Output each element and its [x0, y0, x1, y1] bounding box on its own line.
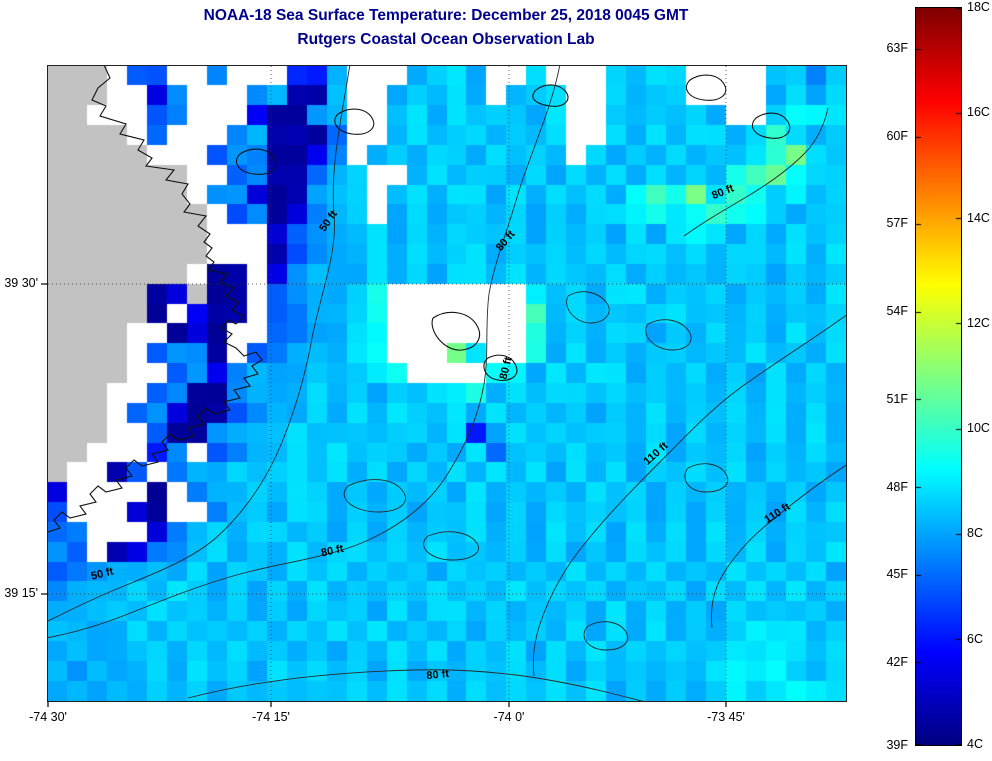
- colorbar-f-label: 51F: [886, 391, 908, 406]
- colorbar-f-label: 57F: [886, 216, 908, 231]
- colorbar-gradient: [916, 8, 961, 745]
- x-tick-label: -73 45': [707, 710, 745, 724]
- colorbar-f-label: 63F: [886, 40, 908, 55]
- page-subtitle: Rutgers Coastal Ocean Observation Lab: [297, 31, 595, 48]
- colorbar-f-label: 42F: [886, 655, 908, 670]
- colorbar-c-label: 18C: [967, 0, 990, 14]
- colorbar-c-label: 14C: [967, 210, 990, 225]
- sst-plot: [47, 65, 847, 702]
- colorbar: [915, 7, 962, 746]
- colorbar-f-label: 39F: [886, 738, 908, 752]
- page-title: NOAA-18 Sea Surface Temperature: Decembe…: [203, 7, 689, 24]
- x-tick-label: -74 0': [493, 710, 525, 724]
- colorbar-f-label: 60F: [886, 128, 908, 143]
- x-tick-label: -74 30': [29, 710, 67, 724]
- colorbar-c-label: 8C: [967, 526, 983, 541]
- colorbar-c-label: 10C: [967, 421, 990, 436]
- colorbar-c-label: 12C: [967, 315, 990, 330]
- y-tick-label: 39 30': [4, 276, 38, 290]
- colorbar-f-label: 54F: [886, 304, 908, 319]
- colorbar-c-label: 6C: [967, 631, 983, 646]
- sst-heatmap-canvas: [48, 66, 846, 701]
- colorbar-c-label: 16C: [967, 105, 990, 120]
- y-tick-label: 39 15': [4, 586, 38, 600]
- x-tick-label: -74 15': [252, 710, 290, 724]
- colorbar-f-label: 45F: [886, 567, 908, 582]
- colorbar-c-label: 4C: [967, 737, 983, 751]
- colorbar-f-label: 48F: [886, 479, 908, 494]
